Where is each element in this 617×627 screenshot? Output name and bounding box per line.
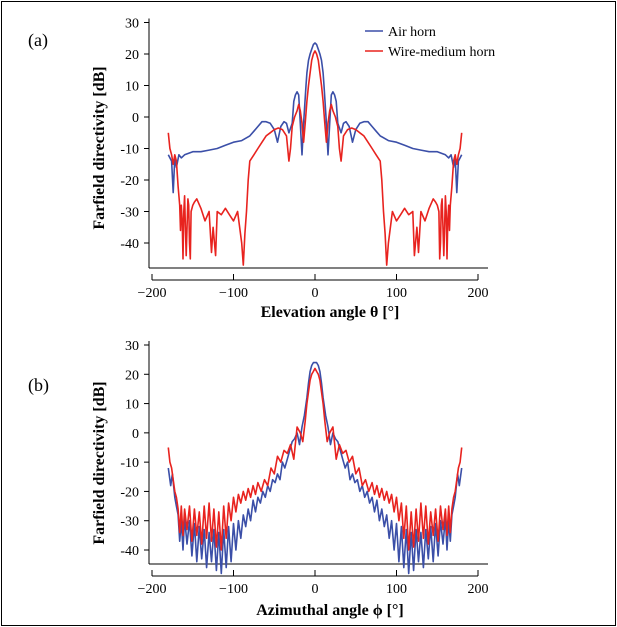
panel-b-label: (b) <box>28 375 49 396</box>
panel-b-xtick-label-2: 0 <box>312 582 319 597</box>
panel-b-ytick-label-2: 10 <box>125 398 139 413</box>
panel-b-xtick-label-0: −200 <box>138 582 167 597</box>
panel-a-legend: Air horn Wire-medium horn <box>365 25 495 60</box>
panel-b-ytick-label-0: 30 <box>125 339 139 354</box>
panel-a-xtick-label-0: −200 <box>138 286 167 301</box>
panel-a-ytick-label-1: 20 <box>125 48 139 63</box>
legend-air-horn-label: Air horn <box>388 25 436 40</box>
panel-b-ytick-label-5: -20 <box>120 485 139 500</box>
panel-b-ytick-label-6: -30 <box>120 515 139 530</box>
panel-a-label: (a) <box>28 30 48 51</box>
legend-wire-medium-horn-label: Wire-medium horn <box>388 45 495 60</box>
panel-a-ylabel: Farfield directivity [dB] <box>91 66 108 229</box>
panel-a-ytick-label-2: 10 <box>125 80 139 95</box>
panel-b-ylabel: Farfield directivity [dB] <box>91 381 108 544</box>
panel-b-xtick-label-4: 200 <box>468 582 489 597</box>
panel-a-xtick-label-4: 200 <box>468 286 489 301</box>
panel-b-series <box>167 361 463 575</box>
panel-a-ytick-label-4: -10 <box>120 143 139 158</box>
panel-a-ytick-label-0: 30 <box>125 17 139 32</box>
panel-a-xtick-label-1: −100 <box>219 286 248 301</box>
panel-a-series-wire-medium-horn <box>167 50 463 266</box>
panel-a-ytick-label-3: 0 <box>132 111 139 126</box>
panel-b-xtick-label-3: 100 <box>386 582 407 597</box>
panel-a-ytick-label-6: -30 <box>120 206 139 221</box>
panel-b-ytick-label-3: 0 <box>132 427 139 442</box>
panel-b-ytick-label-4: -10 <box>120 456 139 471</box>
panel-b-series-air-horn <box>167 361 463 575</box>
panel-a-xtick-label-3: 100 <box>386 286 407 301</box>
panel-a-series-air-horn <box>167 42 463 194</box>
panel-a-series <box>167 42 463 266</box>
panel-a-ytick-label-5: -20 <box>120 174 139 189</box>
panel-a-xlabel: Elevation angle θ [°] <box>261 304 400 321</box>
panel-b-ytick-label-1: 20 <box>125 368 139 383</box>
panel-b-xtick-label-1: −100 <box>219 582 248 597</box>
panel-b-series-wire-medium-horn <box>167 367 463 551</box>
panel-b-ytick-label-7: -40 <box>120 544 139 559</box>
panel-a-xtick-label-2: 0 <box>312 286 319 301</box>
panel-a-ytick-label-7: -40 <box>120 237 139 252</box>
panel-b-xlabel: Azimuthal angle ϕ [°] <box>256 602 403 619</box>
